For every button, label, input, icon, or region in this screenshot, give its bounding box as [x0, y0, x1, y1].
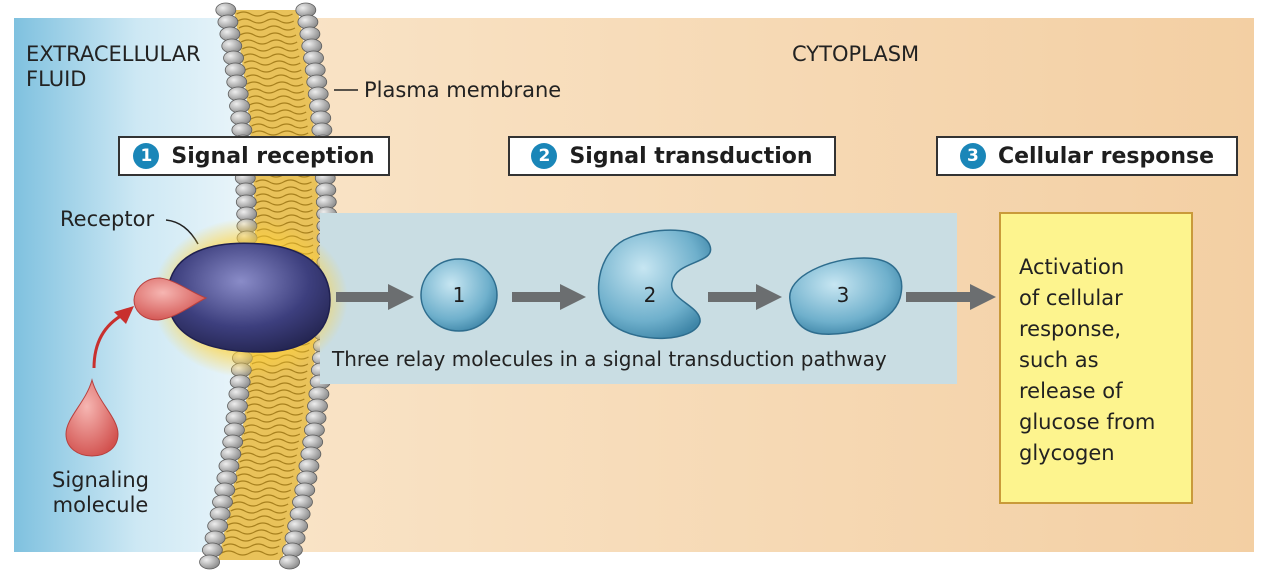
bound-signaling-molecule — [133, 277, 208, 321]
phospholipid-head — [199, 554, 220, 570]
lipid-tail — [256, 214, 314, 220]
lipid-tail — [255, 186, 313, 192]
arrow-receptor-to-relay1 — [336, 284, 414, 310]
lipid-tail — [240, 452, 298, 458]
step-label: Signal transduction — [569, 143, 813, 169]
lipid-tail — [236, 473, 294, 479]
lipid-tail — [248, 396, 305, 402]
lipid-tail — [248, 389, 306, 395]
lipid-tail — [237, 18, 295, 24]
lipid-tail — [239, 32, 297, 38]
lipid-tail — [229, 515, 286, 521]
lipid-tail — [249, 109, 307, 115]
relay-molecule-1-label: 1 — [453, 283, 466, 307]
lipid-tail — [255, 179, 312, 185]
lipid-tail — [241, 46, 299, 52]
arrow-relay2-to-relay3 — [708, 284, 782, 310]
lipid-tail — [249, 102, 306, 108]
lipid-tail — [242, 53, 300, 59]
lipid-tail — [238, 466, 295, 472]
lipid-tail — [243, 431, 301, 437]
relay-molecule-2-label: 2 — [644, 283, 657, 307]
receptor-protein — [167, 242, 331, 353]
receptor-label: Receptor — [60, 207, 155, 231]
lipid-tail — [244, 424, 302, 430]
lipid-tail — [256, 207, 313, 213]
lipid-tail — [256, 200, 313, 206]
lipid-tail — [244, 67, 302, 73]
lipid-tail — [242, 438, 300, 444]
lipid-tail — [246, 410, 303, 416]
lipid-tail — [234, 487, 292, 493]
lipid-tail — [245, 417, 303, 423]
step-label: Cellular response — [997, 143, 1215, 169]
cellular-response-text: Activation of cellular response, such as… — [1019, 255, 1156, 465]
step-number-badge: 2 — [531, 143, 558, 169]
lipid-tail — [251, 123, 308, 129]
lipid-tail — [221, 550, 278, 556]
plasma-membrane-label: Plasma membrane — [364, 78, 562, 102]
step-number-badge: 1 — [133, 143, 160, 169]
lipid-tail — [238, 25, 296, 31]
extracellular-label: EXTRACELLULAR FLUID — [26, 42, 201, 91]
binding-arrow — [92, 312, 125, 369]
lipid-tail — [247, 403, 304, 409]
lipid-tail — [247, 88, 305, 94]
binding-arrow-head — [114, 306, 134, 324]
lipid-tail — [233, 494, 290, 500]
signaling-molecule-label: Signaling molecule — [52, 468, 149, 517]
step-number-badge: 3 — [959, 143, 986, 169]
lipid-tail — [240, 39, 298, 45]
step-signal-transduction: 2 Signal transduction — [508, 136, 836, 176]
pathway-caption: Three relay molecules in a signal transd… — [332, 347, 887, 371]
lipid-tail — [231, 501, 289, 507]
lipid-tail — [230, 508, 288, 514]
lipid-tail — [224, 536, 282, 542]
lipid-tail — [249, 382, 307, 388]
relay-molecule-3 — [789, 257, 903, 335]
step-cellular-response: 3 Cellular response — [936, 136, 1238, 176]
signaling-molecule-drop — [65, 378, 119, 457]
cytoplasm-label: CYTOPLASM — [792, 42, 920, 66]
lipid-tail — [250, 116, 308, 122]
lipid-tail — [241, 445, 299, 451]
lipid-tail — [246, 81, 304, 87]
lipid-tail — [226, 529, 283, 535]
lipid-tail — [248, 95, 305, 101]
phospholipid-head — [279, 554, 300, 570]
lipid-tail — [251, 130, 309, 136]
step-label: Signal reception — [171, 143, 375, 169]
step-signal-reception: 1 Signal reception — [118, 136, 390, 176]
lipid-tail — [222, 543, 280, 549]
lipid-tail — [239, 459, 296, 465]
lipid-tail — [235, 480, 293, 486]
relay-molecule-2 — [597, 229, 712, 340]
arrow-relay3-to-response — [906, 284, 996, 310]
lipid-tail — [236, 11, 293, 17]
lipid-tail — [245, 74, 303, 80]
arrow-relay1-to-relay2 — [512, 284, 586, 310]
relay-molecule-1 — [420, 258, 498, 332]
lipid-tail — [243, 60, 301, 66]
lipid-tail — [227, 522, 285, 528]
relay-molecule-3-label: 3 — [837, 283, 850, 307]
cellular-response-box: Activation of cellular response, such as… — [999, 212, 1193, 504]
lipid-tail — [255, 193, 313, 199]
